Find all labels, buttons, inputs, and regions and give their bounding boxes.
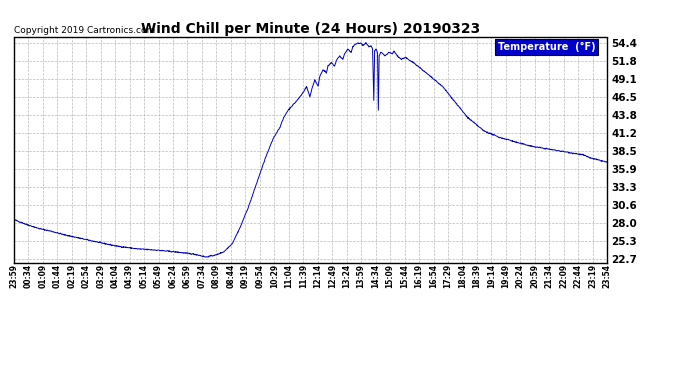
Text: Copyright 2019 Cartronics.com: Copyright 2019 Cartronics.com [14,26,155,35]
Title: Wind Chill per Minute (24 Hours) 20190323: Wind Chill per Minute (24 Hours) 2019032… [141,22,480,36]
Text: Temperature  (°F): Temperature (°F) [497,42,595,52]
